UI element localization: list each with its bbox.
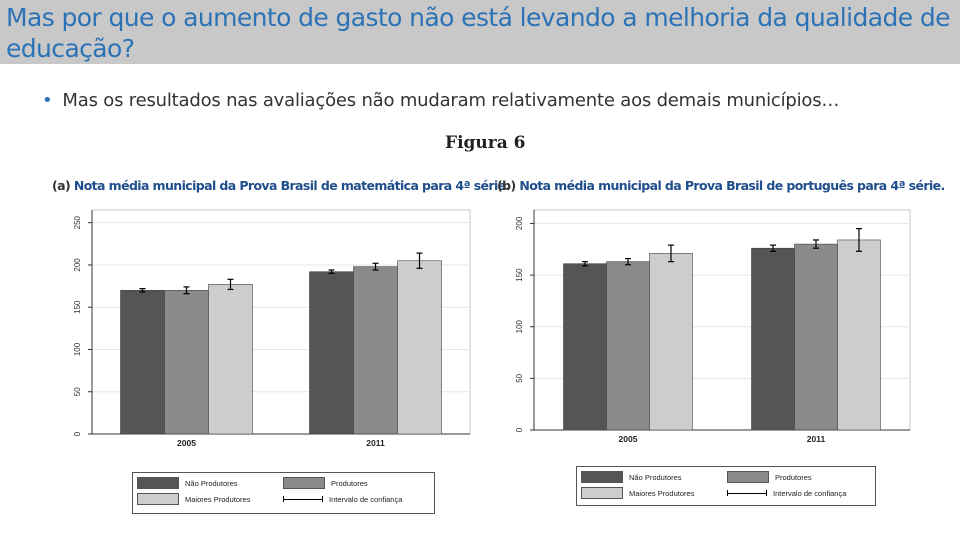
y-tick-label: 50 — [515, 373, 524, 382]
bar — [353, 266, 398, 435]
figure-title: Figura 6 — [445, 133, 526, 153]
y-tick-label: 200 — [73, 258, 82, 272]
legend-b-item-1: Produtores — [727, 471, 812, 483]
panel-b-label: (b) — [497, 178, 516, 193]
confidence-interval-icon — [727, 488, 767, 498]
legend-label: Intervalo de confiança — [329, 494, 403, 504]
bullet-point: • Mas os resultados nas avaliações não mu… — [42, 90, 839, 111]
y-tick-label: 250 — [73, 215, 82, 229]
legend-swatch — [137, 477, 179, 489]
y-tick-label: 150 — [515, 268, 524, 282]
title-bar: Mas por que o aumento de gasto não está … — [0, 0, 960, 64]
y-tick-label: 150 — [73, 300, 82, 314]
legend-swatch — [581, 487, 623, 499]
x-tick-label: 2005 — [177, 438, 196, 448]
legend-a: Não Produtores Produtores Maiores Produt… — [132, 472, 435, 514]
bar — [837, 239, 881, 431]
y-tick-label: 100 — [515, 319, 524, 333]
bar — [208, 284, 253, 435]
legend-a-item-2: Maiores Produtores — [137, 493, 283, 505]
chart-b: 0 50 100 150 200 2005 2011 — [515, 209, 911, 444]
legend-label: Intervalo de confiança — [773, 488, 847, 498]
bar — [563, 263, 607, 431]
bar — [120, 290, 165, 435]
chart-a: 0 50 100 150 200 250 2005 2011 — [73, 209, 471, 448]
legend-swatch — [581, 471, 623, 483]
panel-b-title-text: Nota média municipal da Prova Brasil de … — [519, 178, 945, 193]
legend-label: Não Produtores — [629, 472, 682, 482]
legend-label: Produtores — [331, 478, 368, 488]
bar — [164, 290, 209, 435]
panel-a-title: (a) Nota média municipal da Prova Brasil… — [52, 178, 510, 193]
panel-a-label: (a) — [52, 178, 71, 193]
bar — [794, 243, 838, 431]
bar — [397, 260, 442, 435]
legend-b: Não Produtores Produtores Maiores Produt… — [576, 466, 876, 506]
y-tick-label: 200 — [515, 216, 524, 230]
bullet-dot-icon: • — [42, 90, 53, 111]
bar — [649, 253, 693, 431]
legend-a-item-1: Produtores — [283, 477, 368, 489]
slide-title: Mas por que o aumento de gasto não está … — [6, 3, 951, 63]
legend-swatch — [727, 471, 769, 483]
bar — [606, 261, 650, 431]
legend-label: Produtores — [775, 472, 812, 482]
x-tick-label: 2005 — [619, 434, 638, 444]
bullet-text: Mas os resultados nas avaliações não mud… — [62, 90, 840, 111]
legend-b-item-3: Intervalo de confiança — [727, 488, 846, 498]
legend-label: Maiores Produtores — [185, 494, 251, 504]
y-tick-label: 50 — [73, 387, 82, 396]
legend-b-item-2: Maiores Produtores — [581, 487, 727, 499]
legend-swatch — [137, 493, 179, 505]
legend-b-item-0: Não Produtores — [581, 471, 727, 483]
confidence-interval-icon — [283, 494, 323, 504]
legend-label: Maiores Produtores — [629, 488, 695, 498]
x-tick-label: 2011 — [366, 438, 385, 448]
bar — [309, 271, 354, 435]
y-tick-label: 0 — [73, 431, 82, 436]
legend-a-item-0: Não Produtores — [137, 477, 283, 489]
bar — [751, 247, 795, 431]
legend-label: Não Produtores — [185, 478, 238, 488]
legend-a-item-3: Intervalo de confiança — [283, 494, 402, 504]
panel-a-title-text: Nota média municipal da Prova Brasil de … — [73, 178, 510, 193]
y-tick-label: 100 — [73, 342, 82, 356]
panel-b-title: (b) Nota média municipal da Prova Brasil… — [497, 178, 945, 193]
legend-swatch — [283, 477, 325, 489]
y-tick-label: 0 — [515, 427, 524, 432]
x-tick-label: 2011 — [807, 434, 826, 444]
